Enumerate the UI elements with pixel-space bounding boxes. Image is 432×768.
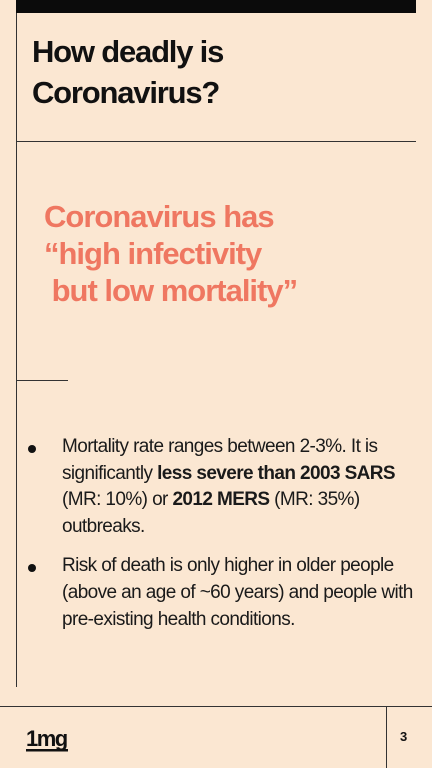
pull-quote: Coronavirus has “high infectivity but lo…	[44, 198, 404, 310]
section-divider	[16, 380, 68, 381]
bullet-icon	[28, 445, 36, 453]
title-divider	[16, 141, 416, 142]
brand-logo: 1mg	[26, 726, 68, 752]
bullet-icon	[28, 564, 36, 573]
left-rule	[16, 13, 17, 687]
title-line: How deadly is	[32, 34, 224, 69]
bullet-bold-segment: 2012 MERS	[172, 489, 270, 511]
bullet-text-segment: (MR: 10%) or	[62, 489, 173, 511]
top-bar	[16, 0, 416, 13]
bullet-bold-segment: less severe than 2003 SARS	[157, 462, 395, 484]
quote-line: Coronavirus has	[44, 199, 275, 234]
page-title: How deadly is Coronavirus?	[32, 32, 402, 114]
quote-line: but low mortality”	[44, 273, 299, 309]
page-number: 3	[400, 729, 408, 744]
bullet-list: Mortality rate ranges between 2-3%. It i…	[28, 434, 418, 646]
list-item: Risk of death is only higher in older pe…	[28, 553, 418, 633]
logo-text: 1mg	[26, 726, 67, 751]
title-line: Coronavirus?	[32, 74, 220, 110]
quote-line: “high infectivity	[44, 236, 262, 272]
bullet-text-segment: Mortality rate ranges between 2-3%. It i…	[62, 436, 378, 484]
footer-separator	[386, 706, 387, 768]
bullet-text: Mortality rate ranges between 2-3%. It i…	[62, 436, 396, 537]
footer-divider	[0, 706, 432, 707]
list-item: Mortality rate ranges between 2-3%. It i…	[28, 434, 418, 540]
bullet-text-segment: (MR: 35%) outbreaks.	[62, 489, 360, 537]
bullet-text: Risk of death is only higher in older pe…	[62, 555, 413, 630]
